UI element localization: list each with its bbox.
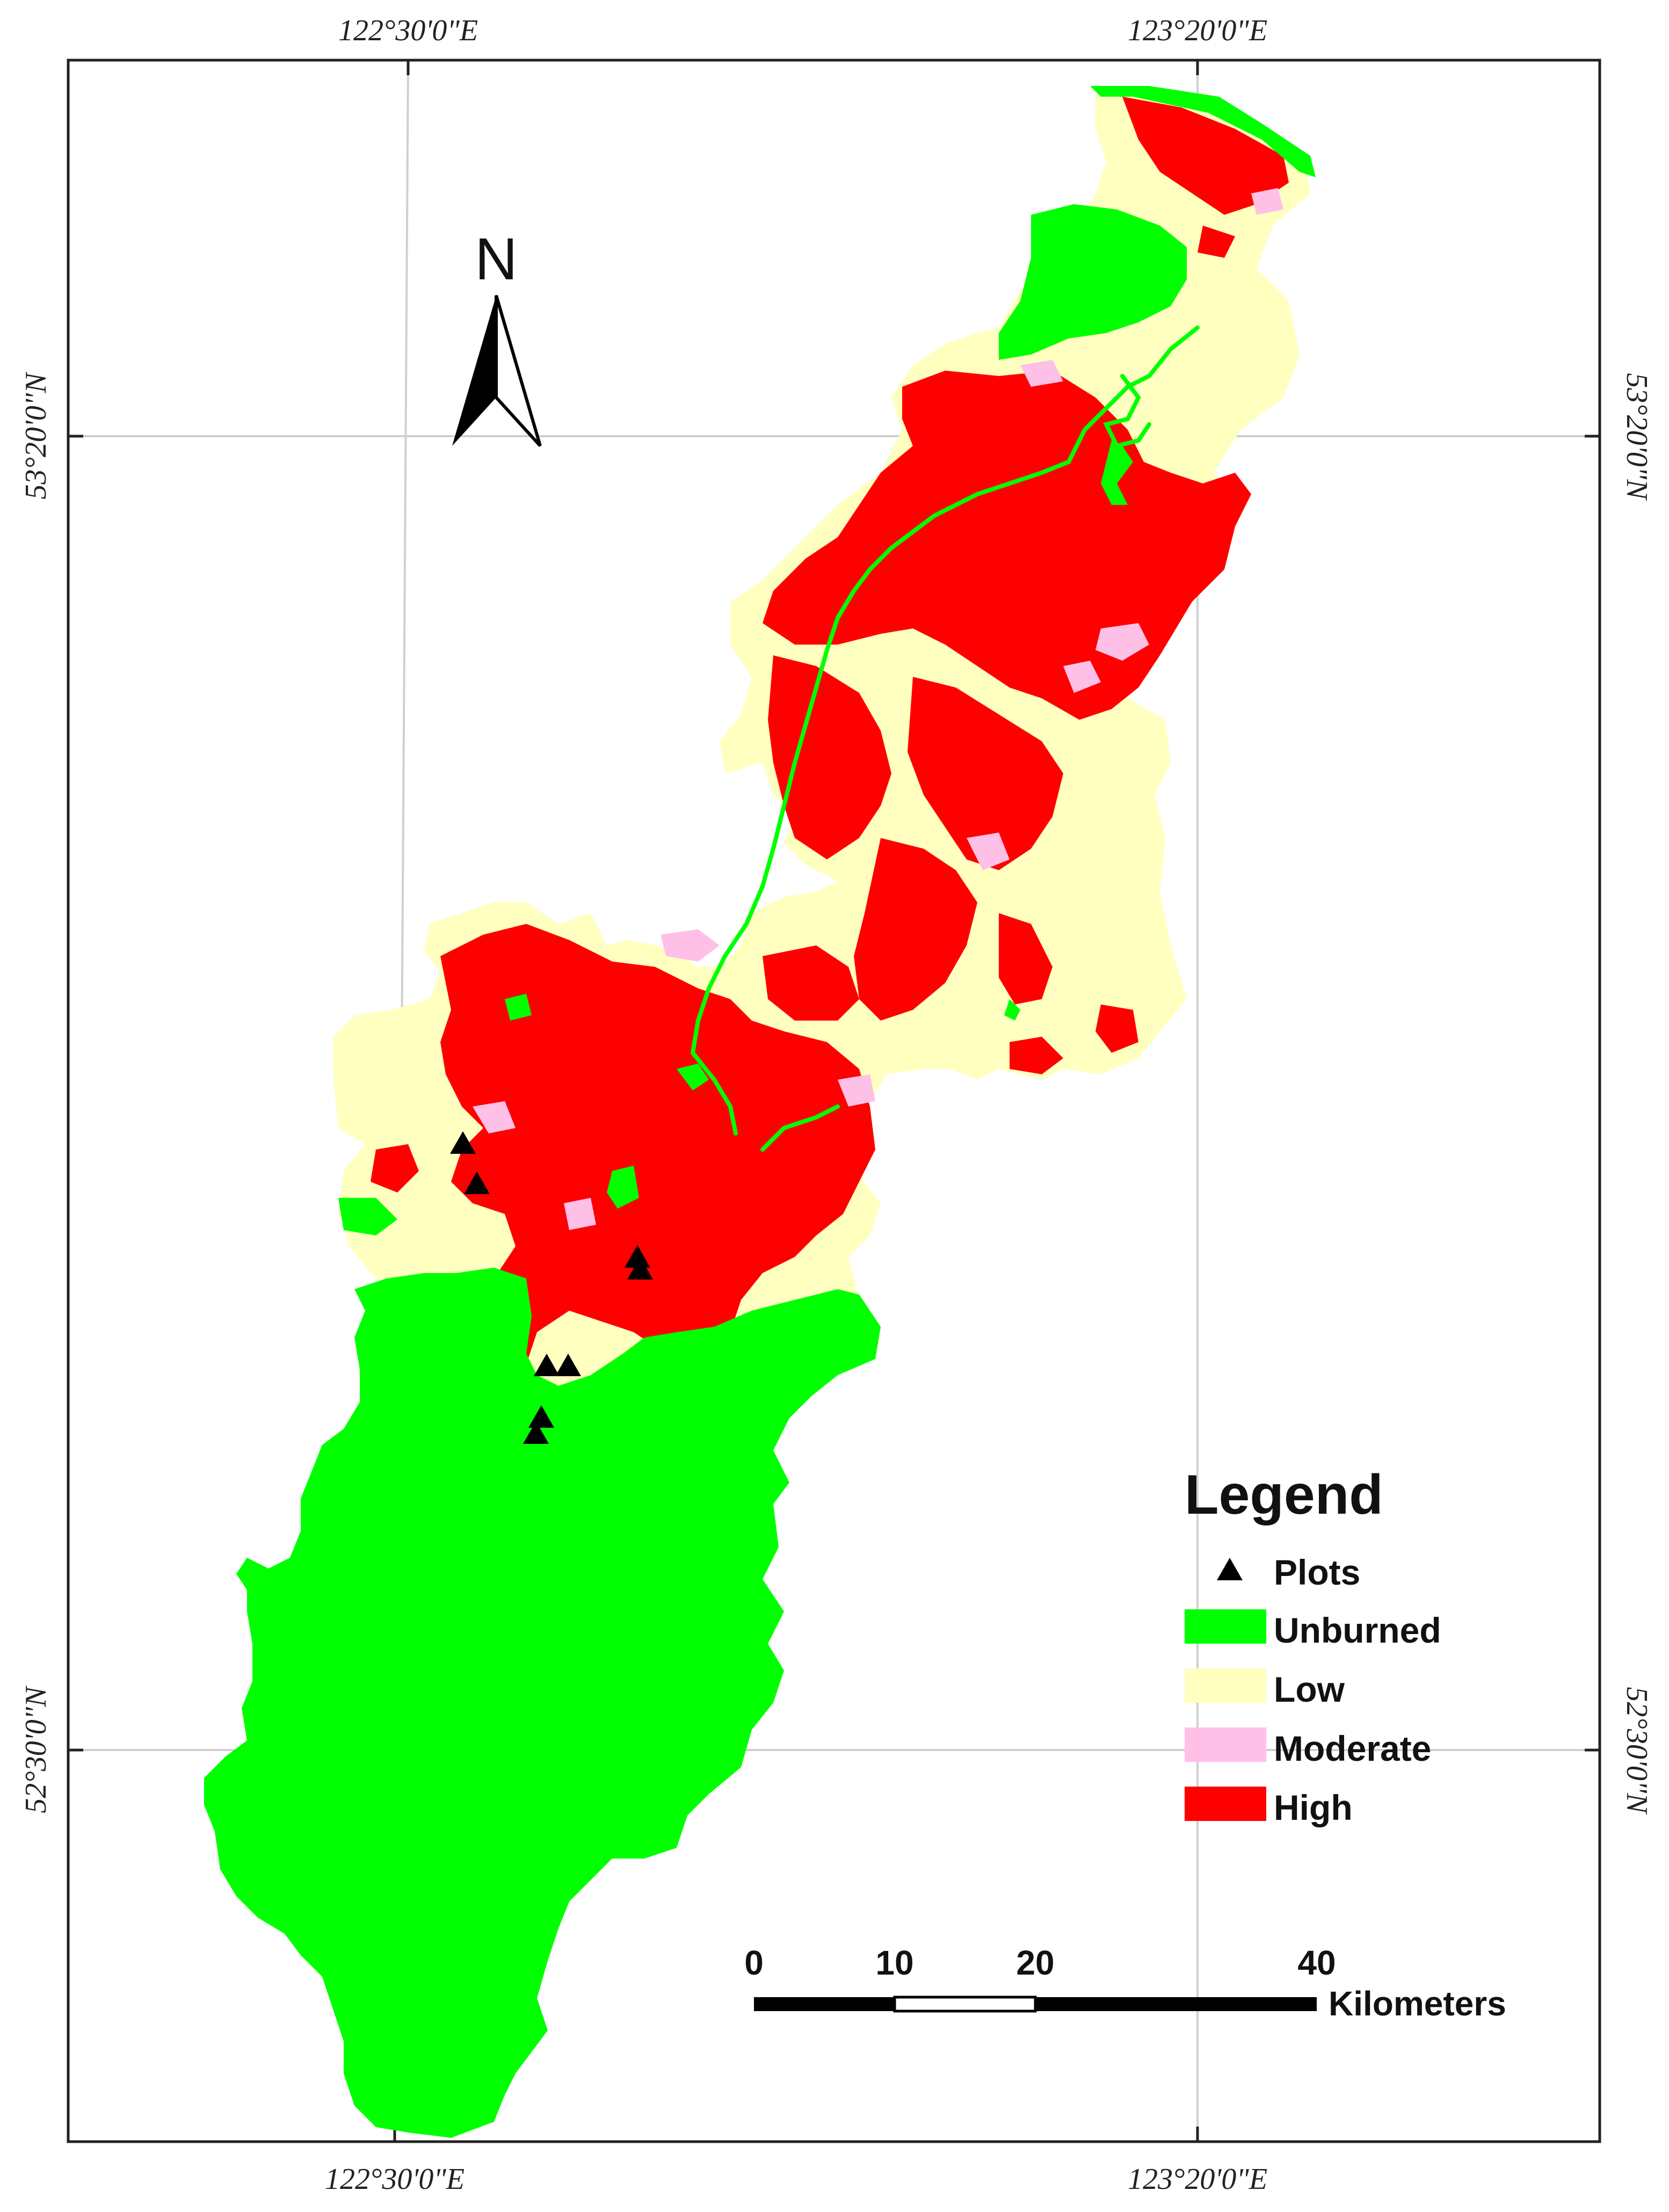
plot-marker [523, 1421, 549, 1444]
legend-unburned-label: Unburned [1274, 1610, 1441, 1650]
north-arrow-label: N [475, 226, 517, 292]
unburned-patches [338, 86, 1316, 1235]
legend-plots-symbol [1217, 1558, 1243, 1580]
legend-low-label: Low [1274, 1669, 1345, 1709]
legend-plots-label: Plots [1274, 1552, 1360, 1592]
scale-bar-segment-0-10 [754, 1997, 895, 2011]
scale-bar: 0 10 20 40 Kilometers [744, 1943, 1506, 2023]
legend-high-swatch [1185, 1787, 1266, 1821]
legend-moderate-swatch [1185, 1727, 1266, 1762]
plot-marker [450, 1131, 476, 1154]
legend-high-label: High [1274, 1788, 1353, 1827]
left-label-lat-2: 52°30'0"N [19, 1686, 53, 1813]
legend: Legend Plots Unburned Low Moderate High [1185, 1464, 1441, 1827]
bottom-label-lon-1: 122°30'0"E [325, 2163, 465, 2196]
north-arrow: N [452, 226, 542, 447]
scale-tick-10: 10 [875, 1943, 913, 1982]
legend-unburned-swatch [1185, 1609, 1266, 1644]
river-lines [691, 326, 1200, 1152]
scale-bar-segment-10-20 [893, 1996, 1037, 2013]
legend-title: Legend [1185, 1464, 1383, 1526]
plot-marker [627, 1257, 653, 1280]
unburned-south-area [204, 1268, 881, 2138]
plot-marker [555, 1354, 581, 1376]
moderate-severity-patches [473, 188, 1283, 1230]
plot-marker [528, 1405, 554, 1428]
bottom-label-lon-2: 123°20'0"E [1128, 2163, 1267, 2196]
scale-tick-20: 20 [1016, 1943, 1054, 1982]
right-label-lat-2: 52°30'0"N [1620, 1687, 1653, 1815]
plot-marker [625, 1245, 650, 1268]
scale-tick-40: 40 [1297, 1943, 1336, 1982]
north-arrow-left-half [452, 295, 496, 446]
plot-marker [464, 1172, 490, 1194]
top-label-lon-2: 123°20'0"E [1128, 14, 1267, 47]
top-label-lon-1: 122°30'0"E [338, 14, 478, 47]
plot-markers [450, 1131, 653, 1444]
legend-moderate-label: Moderate [1274, 1729, 1431, 1768]
left-label-lat-1: 53°20'0"N [19, 372, 53, 500]
plot-marker [534, 1354, 560, 1376]
north-arrow-right-half [495, 295, 542, 447]
scale-unit-label: Kilometers [1329, 1984, 1506, 2023]
right-label-lat-1: 53°20'0"N [1620, 373, 1653, 501]
scale-bar-segment-20-40 [1035, 1997, 1317, 2011]
legend-low-swatch [1185, 1668, 1266, 1703]
study-area [204, 86, 1316, 2138]
scale-tick-0: 0 [744, 1943, 764, 1982]
